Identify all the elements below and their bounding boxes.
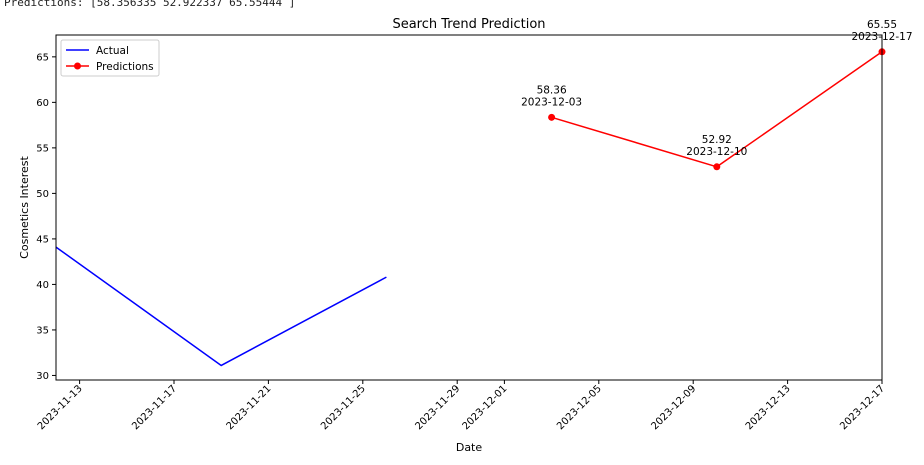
prediction-point	[713, 163, 721, 171]
legend-label: Predictions	[96, 61, 154, 73]
legend-label: Actual	[96, 45, 129, 57]
y-tick-label: 55	[36, 143, 49, 154]
x-tick-label: 2023-11-13	[36, 383, 85, 432]
y-axis-title: Cosmetics Interest	[18, 155, 31, 258]
y-tick-label: 65	[36, 52, 49, 63]
x-tick-label: 2023-12-05	[555, 383, 604, 432]
prediction-point	[548, 113, 556, 121]
y-tick-label: 35	[36, 325, 49, 336]
annotation-date: 2023-12-03	[521, 96, 582, 108]
x-axis-title: Date	[456, 441, 483, 454]
legend: Actual Predictions	[60, 39, 160, 77]
y-tick-label: 50	[36, 189, 49, 200]
legend-box	[60, 39, 160, 77]
chart-title: Search Trend Prediction	[392, 17, 545, 32]
x-tick-label: 2023-11-25	[319, 383, 368, 432]
annotation-value: 65.55	[867, 19, 897, 31]
plot-area: 30 35 40 45 50 55 60 65 2023-11-13 2023-11-17 2023…	[36, 19, 913, 432]
y-tick-label: 40	[36, 280, 49, 291]
annotation-value: 52.92	[702, 134, 732, 146]
console-output-text: Predictions: [58.356335 52.922337 65.554…	[4, 0, 296, 9]
legend-marker	[74, 62, 81, 70]
y-tick-label: 60	[36, 98, 49, 109]
y-tick-label: 45	[36, 234, 49, 245]
y-tick-label: 30	[36, 371, 49, 382]
x-tick-label: 2023-12-17	[838, 383, 887, 432]
x-tick-label: 2023-11-29	[413, 383, 462, 432]
plot-frame	[55, 34, 883, 381]
x-tick-label: 2023-11-17	[130, 383, 179, 432]
x-tick-label: 2023-11-21	[225, 383, 274, 432]
series-line-actual	[55, 246, 387, 367]
x-tick-label: 2023-12-01	[461, 383, 510, 432]
x-tick-label: 2023-12-09	[649, 383, 698, 432]
annotation-value: 58.36	[537, 84, 567, 96]
annotation-date: 2023-12-10	[686, 146, 747, 158]
x-tick-label: 2023-12-13	[744, 383, 793, 432]
